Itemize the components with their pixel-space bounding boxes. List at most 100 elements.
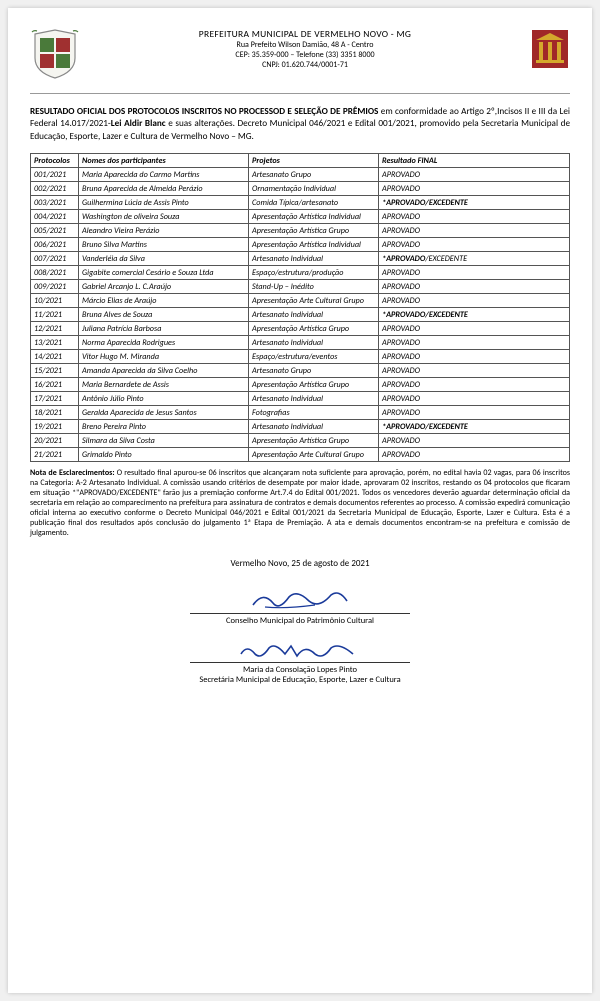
cell-result: APROVADO [379,266,570,280]
signature-block-2: Maria da Consolação Lopes Pinto Secretár… [30,640,570,685]
cell-protocol: 13/2021 [31,336,79,350]
cell-name: Maria Bernardete de Assis [79,378,249,392]
clarification-note: Nota de Esclarecimentos: O resultado fin… [30,468,570,538]
municipal-shield-icon [30,28,80,85]
table-row: 005/2021Aleandro Vieira PerázioApresenta… [31,224,570,238]
cell-name: Márcio Elias de Araújo [79,294,249,308]
org-cep-phone: CEP: 35.359-000 – Telefone (33) 3351 800… [88,50,522,60]
th-protocol: Protocolos [31,154,79,168]
signature-2-icon [30,640,570,662]
cell-project: Apresentação Artística Individual [249,238,379,252]
table-row: 002/2021Bruna Aparecida de Almeida Peráz… [31,182,570,196]
cell-result: APROVADO [379,238,570,252]
cell-name: Bruna Alves de Souza [79,308,249,322]
cell-name: Amanda Aparecida da Silva Coelho [79,364,249,378]
footer: Vermelho Novo, 25 de agosto de 2021 Cons… [30,558,570,685]
cell-protocol: 18/2021 [31,406,79,420]
cell-project: Artesanato Grupo [249,168,379,182]
cell-name: Grimaldo Pinto [79,448,249,462]
cell-result: APROVADO [379,182,570,196]
cell-protocol: 20/2021 [31,434,79,448]
table-row: 004/2021Washington de oliveira SouzaApre… [31,210,570,224]
table-row: 13/2021Norma Aparecida RodriguesArtesana… [31,336,570,350]
intro-title: RESULTADO OFICIAL DOS PROTOCOLOS INSCRIT… [30,106,378,117]
cell-result: APROVADO [379,434,570,448]
table-row: 15/2021Amanda Aparecida da Silva CoelhoA… [31,364,570,378]
cell-result: APROVADO [379,406,570,420]
cell-protocol: 16/2021 [31,378,79,392]
cell-name: Maria Aparecida do Carmo Martins [79,168,249,182]
cell-protocol: 003/2021 [31,196,79,210]
cell-project: Apresentação Artística Individual [249,210,379,224]
cell-protocol: 11/2021 [31,308,79,322]
signature-2-role: Secretária Municipal de Educação, Esport… [30,675,570,685]
table-row: 008/2021Gigabite comercial Cesário e Sou… [31,266,570,280]
cell-name: Juliana Patrícia Barbosa [79,322,249,336]
cell-result: APROVADO [379,378,570,392]
cell-protocol: 15/2021 [31,364,79,378]
table-row: 18/2021Geralda Aparecida de Jesus Santos… [31,406,570,420]
note-label: Nota de Esclarecimentos: [30,468,115,478]
cell-protocol: 007/2021 [31,252,79,266]
cell-result: APROVADO [379,392,570,406]
cell-project: Artesanato Individual [249,252,379,266]
cell-project: Fotografias [249,406,379,420]
cell-project: Apresentação Arte Cultural Grupo [249,294,379,308]
table-row: 007/2021Vanderléia da SilvaArtesanato In… [31,252,570,266]
table-row: 10/2021Márcio Elias de AraújoApresentaçã… [31,294,570,308]
signature-1-line [190,613,410,614]
cell-project: Artesanato Grupo [249,364,379,378]
table-row: 20/2021Silmara da Silva CostaApresentaçã… [31,434,570,448]
cell-result: *APROVADO/EXCEDENTE [379,252,570,266]
cell-name: Bruna Aparecida de Almeida Perázio [79,182,249,196]
cell-project: Apresentação Artística Grupo [249,224,379,238]
cell-name: Geralda Aparecida de Jesus Santos [79,406,249,420]
cell-name: Breno Pereira Pinto [79,420,249,434]
cell-protocol: 006/2021 [31,238,79,252]
cell-result: APROVADO [379,336,570,350]
cell-name: Washington de oliveira Souza [79,210,249,224]
intro-law: Lei Aldir Blanc [111,118,166,129]
cell-project: Apresentação Artística Grupo [249,378,379,392]
table-row: 17/2021Antônio Júlio PintoArtesanato Ind… [31,392,570,406]
cell-project: Apresentação Artística Grupo [249,434,379,448]
table-row: 009/2021Gabriel Arcanjo L. C.AraújoStand… [31,280,570,294]
cell-project: Comida Típica/artesanato [249,196,379,210]
cell-protocol: 004/2021 [31,210,79,224]
cell-protocol: 10/2021 [31,294,79,308]
cell-project: Artesanato Individual [249,308,379,322]
cell-result: *APROVADO/EXCEDENTE [379,420,570,434]
cell-project: Apresentação Arte Cultural Grupo [249,448,379,462]
note-text: O resultado final apurou-se 06 inscritos… [30,468,570,538]
org-cnpj: CNPJ: 01.620.744/0001-71 [88,60,522,70]
cell-protocol: 009/2021 [31,280,79,294]
signature-2-name: Maria da Consolação Lopes Pinto [30,665,570,675]
table-row: 006/2021Bruno Silva MartinsApresentação … [31,238,570,252]
cell-name: Vanderléia da Silva [79,252,249,266]
cell-project: Apresentação Artística Grupo [249,322,379,336]
header-text-block: PREFEITURA MUNICIPAL DE VERMELHO NOVO - … [80,28,530,70]
th-name: Nomes dos participantes [79,154,249,168]
cell-name: Aleandro Vieira Perázio [79,224,249,238]
cell-protocol: 005/2021 [31,224,79,238]
cell-protocol: 14/2021 [31,350,79,364]
cell-name: Bruno Silva Martins [79,238,249,252]
signature-block-1: Conselho Municipal do Patrimônio Cultura… [30,587,570,626]
cell-name: Guilhermina Lúcia de Assis Pinto [79,196,249,210]
cell-project: Artesanato Individual [249,392,379,406]
table-row: 19/2021Breno Pereira PintoArtesanato Ind… [31,420,570,434]
cell-project: Stand-Up – Inédito [249,280,379,294]
table-row: 001/2021Maria Aparecida do Carmo Martins… [31,168,570,182]
page-header: PREFEITURA MUNICIPAL DE VERMELHO NOVO - … [30,28,570,94]
cell-name: Norma Aparecida Rodrigues [79,336,249,350]
table-row: 21/2021Grimaldo PintoApresentação Arte C… [31,448,570,462]
table-row: 16/2021Maria Bernardete de AssisApresent… [31,378,570,392]
th-project: Projetos [249,154,379,168]
table-row: 003/2021Guilhermina Lúcia de Assis Pinto… [31,196,570,210]
cell-project: Espaço/estrutura/eventos [249,350,379,364]
signature-2-line [190,662,410,663]
org-name: PREFEITURA MUNICIPAL DE VERMELHO NOVO - … [88,28,522,40]
cell-result: APROVADO [379,280,570,294]
table-row: 14/2021Vitor Hugo M. MirandaEspaço/estru… [31,350,570,364]
cell-name: Antônio Júlio Pinto [79,392,249,406]
